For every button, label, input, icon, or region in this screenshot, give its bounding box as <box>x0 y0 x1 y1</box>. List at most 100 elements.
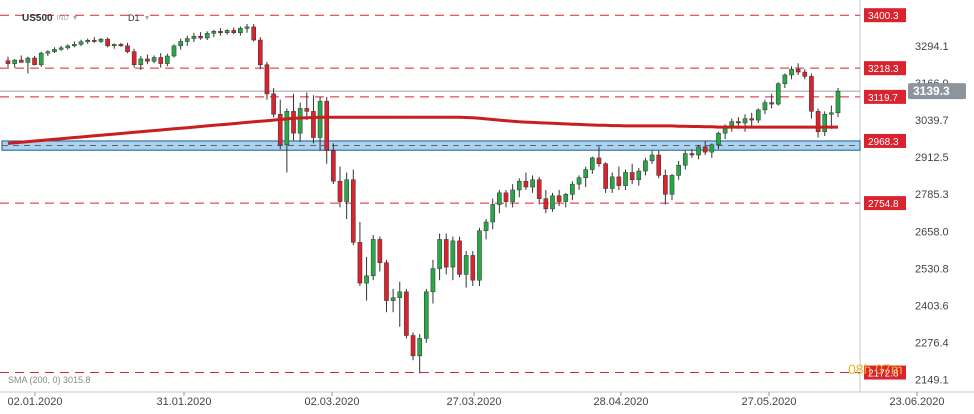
candle <box>105 37 110 48</box>
candle <box>151 55 157 64</box>
candle-body <box>636 170 642 181</box>
candle <box>696 144 701 160</box>
price-tick-label: 3039.7 <box>915 115 949 127</box>
candle-body <box>682 153 688 166</box>
candle <box>58 45 64 51</box>
timeframe-label: D1 <box>128 13 140 23</box>
candle-body <box>291 111 296 134</box>
candle <box>590 156 595 174</box>
candle-body <box>822 114 828 132</box>
candle-body <box>350 179 356 243</box>
candle <box>337 166 343 208</box>
candle <box>709 143 715 158</box>
price-tick-label: 2785.3 <box>915 189 949 201</box>
symbol-label: US500 <box>22 13 53 24</box>
candle <box>742 114 748 132</box>
candle-body <box>331 150 336 182</box>
candle <box>570 181 575 201</box>
candle <box>204 31 210 41</box>
candle <box>350 169 356 246</box>
candle <box>145 54 150 65</box>
candle-body <box>576 177 582 185</box>
candle <box>802 69 808 80</box>
price-tick-label: 2149.1 <box>915 374 949 386</box>
candle-body <box>32 57 37 66</box>
candle <box>649 150 655 164</box>
candle-body <box>384 262 389 301</box>
candle <box>457 236 462 278</box>
timeframe-selector[interactable]: D1 ▼ <box>128 13 150 23</box>
candle-body <box>815 111 821 132</box>
level-label: 3218.3 <box>868 64 899 75</box>
candle <box>550 192 555 212</box>
candle <box>583 166 588 188</box>
candle-body <box>297 108 303 134</box>
candle-body <box>165 55 170 64</box>
candle-body <box>596 157 602 164</box>
candle-body <box>344 179 349 202</box>
symbol-selector[interactable]: US500 IND ▼ <box>22 13 79 24</box>
candle-body <box>218 31 223 33</box>
candle-body <box>616 176 622 186</box>
level-label: 3400.3 <box>868 11 899 22</box>
candle <box>815 108 821 138</box>
indicator-legend[interactable]: SMA (200, 0) 3015.8 <box>8 375 91 385</box>
candle <box>829 105 834 129</box>
candle-body <box>92 40 97 42</box>
candle <box>576 175 582 190</box>
candle <box>523 172 529 190</box>
candle <box>311 95 316 144</box>
candle <box>125 42 130 54</box>
candle <box>397 281 403 327</box>
candle <box>244 24 250 33</box>
candle-body <box>5 60 11 64</box>
candle-body <box>72 44 77 47</box>
time-tick-label: 02.03.2020 <box>304 396 359 408</box>
candle <box>689 149 695 158</box>
candle-body <box>490 204 496 223</box>
candle-body <box>277 114 283 146</box>
candle <box>258 37 263 70</box>
candle <box>609 172 615 193</box>
chevron-down-icon: ▼ <box>143 14 151 22</box>
candle-body <box>689 153 695 156</box>
candle-body <box>244 26 250 29</box>
candle <box>324 96 330 164</box>
candle-body <box>530 179 535 188</box>
candle-body <box>835 91 841 114</box>
candle-body <box>204 33 210 39</box>
candle <box>131 48 137 68</box>
candle-body <box>424 291 429 339</box>
candle-body <box>284 111 290 146</box>
candle-body <box>623 172 628 186</box>
candle-body <box>158 57 164 64</box>
candle-body <box>304 108 310 112</box>
candle <box>344 172 349 220</box>
candle-body <box>118 44 124 47</box>
candle <box>835 88 841 118</box>
level-label: 2172.8 <box>868 369 899 380</box>
candle <box>32 56 37 66</box>
candle-body <box>131 51 137 66</box>
candle-body <box>18 59 24 63</box>
candle-body <box>12 59 17 64</box>
candle <box>563 192 569 208</box>
candle-body <box>736 121 741 124</box>
candle-body <box>742 118 748 124</box>
candle-body <box>238 28 243 33</box>
candle <box>663 169 668 205</box>
candle-body <box>795 68 801 73</box>
candle-body <box>663 175 668 195</box>
candle <box>543 189 549 214</box>
candle <box>749 112 754 126</box>
candle <box>643 157 648 176</box>
price-tick-label: 2276.4 <box>915 337 949 349</box>
candle-body <box>497 192 502 205</box>
candle-body <box>609 176 615 189</box>
time-tick-label: 31.01.2020 <box>156 396 211 408</box>
candle-body <box>762 102 768 111</box>
candle-body <box>58 47 64 50</box>
candle <box>38 51 44 67</box>
